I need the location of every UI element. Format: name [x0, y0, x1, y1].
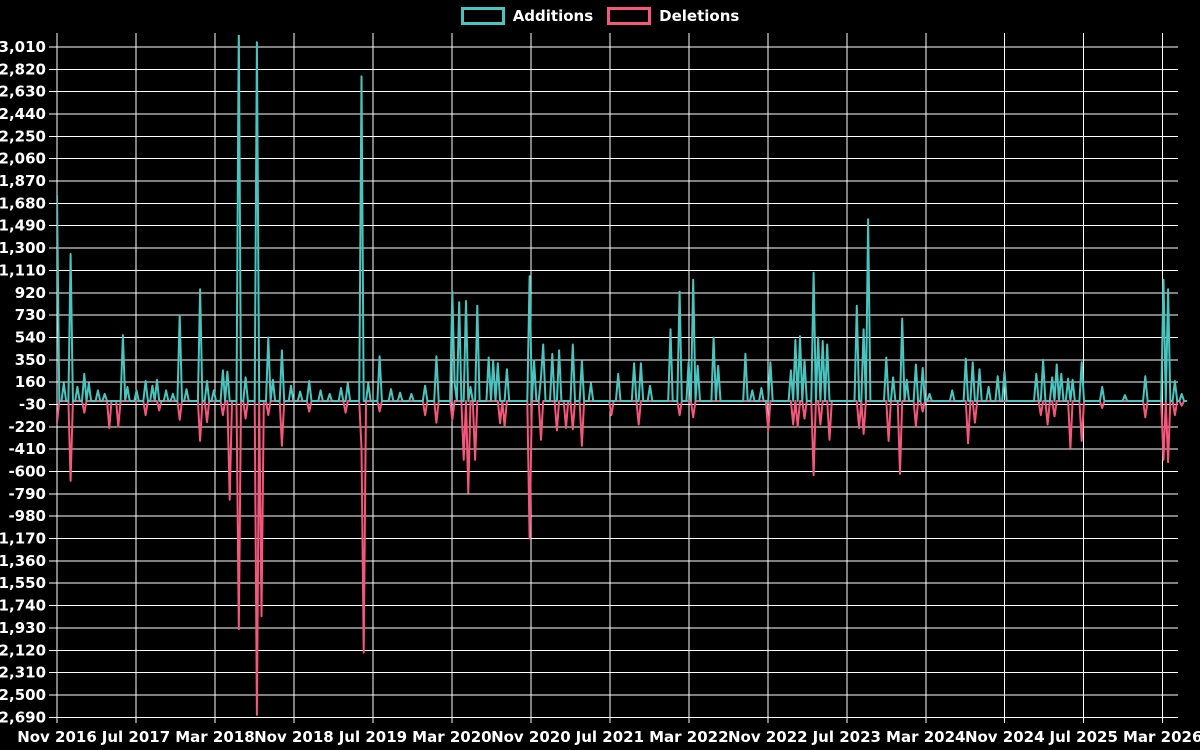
y-tick-label: 160: [15, 373, 46, 391]
y-tick-label: 1,490: [0, 217, 46, 235]
y-tick-label: 1,680: [0, 194, 46, 212]
y-tick-label: -1,550: [0, 574, 46, 592]
y-tick-label: -1,170: [0, 530, 46, 548]
y-tick-label: 2,630: [0, 83, 46, 101]
x-tick-label: Jul 2023: [812, 728, 881, 746]
y-tick-label: -600: [8, 463, 46, 481]
y-tick-label: -2,120: [0, 641, 46, 659]
y-tick-label: -980: [8, 507, 46, 525]
y-tick-label: 350: [15, 351, 46, 369]
y-tick-label: 2,060: [0, 150, 46, 168]
x-tick-label: Nov 2018: [254, 728, 334, 746]
y-tick-label: 540: [15, 328, 46, 346]
x-tick-label: Jul 2021: [575, 728, 644, 746]
x-tick-label: Jul 2017: [101, 728, 170, 746]
y-tick-label: -1,740: [0, 597, 46, 615]
legend-item-additions[interactable]: Additions: [460, 6, 594, 25]
y-tick-label: 1,110: [0, 261, 46, 279]
x-tick-label: Nov 2016: [17, 728, 97, 746]
y-tick-label: -1,930: [0, 619, 46, 637]
additions-line: [57, 35, 1188, 402]
y-tick-label: 3,010: [0, 38, 46, 56]
y-tick-label: -790: [8, 485, 46, 503]
y-tick-label: 2,440: [0, 105, 46, 123]
y-tick-label: 730: [15, 306, 46, 324]
x-tick-label: Nov 2020: [491, 728, 571, 746]
y-tick-label: -2,310: [0, 664, 46, 682]
deletions-swatch-icon: [607, 7, 652, 25]
y-tick-label: 1,870: [0, 172, 46, 190]
additions-swatch-icon: [460, 7, 505, 25]
y-gridlines: [49, 46, 1178, 718]
x-tick-label: Jul 2025: [1049, 728, 1118, 746]
y-tick-label: 2,820: [0, 60, 46, 78]
x-tick-label: Mar 2022: [649, 728, 728, 746]
y-tick-label: 920: [15, 284, 46, 302]
x-tick-label: Jul 2019: [338, 728, 407, 746]
x-tick-label: Nov 2024: [965, 728, 1045, 746]
x-tick-label: Mar 2024: [886, 728, 965, 746]
x-tick-label: Mar 2020: [412, 728, 491, 746]
x-tick-label: Nov 2022: [728, 728, 808, 746]
legend-label-deletions: Deletions: [659, 6, 740, 25]
x-tick-label: Mar 2026: [1123, 728, 1200, 746]
y-tick-label: 2,250: [0, 127, 46, 145]
y-axis-labels: 3,010 2,820 2,630 2,440 2,250 2,060 1,870 1,680…: [0, 38, 46, 726]
y-tick-label: -220: [8, 418, 46, 436]
deletions-line: [57, 400, 1188, 716]
y-tick-label: -1,360: [0, 552, 46, 570]
y-tick-label: -2,500: [0, 686, 46, 704]
y-tick-label: 1,300: [0, 239, 46, 257]
y-tick-label: -2,690: [0, 708, 46, 726]
legend-item-deletions[interactable]: Deletions: [607, 7, 739, 25]
y-tick-label: -30: [19, 395, 46, 413]
chart-legend: Additions Deletions: [0, 7, 1200, 25]
legend-label-additions: Additions: [512, 6, 594, 25]
x-tick-label: Mar 2018: [175, 728, 254, 746]
x-axis-labels: Nov 2016 Jul 2017 Mar 2018 Nov 2018 Jul 2019…: [17, 728, 1200, 746]
y-tick-label: -410: [8, 440, 46, 458]
